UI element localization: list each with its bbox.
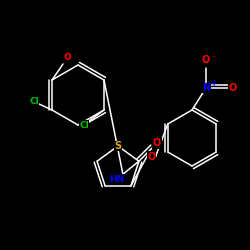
Text: Cl: Cl	[79, 120, 89, 130]
Text: N: N	[202, 83, 210, 93]
Text: HN: HN	[109, 175, 124, 184]
Text: Cl: Cl	[29, 98, 39, 106]
Text: O: O	[202, 55, 210, 65]
Text: O: O	[153, 138, 161, 148]
Text: ⁻: ⁻	[212, 54, 216, 62]
Text: S: S	[114, 141, 121, 151]
Text: O: O	[229, 83, 237, 93]
Text: O: O	[63, 54, 71, 62]
Text: +: +	[210, 78, 216, 88]
Text: O: O	[147, 152, 156, 162]
